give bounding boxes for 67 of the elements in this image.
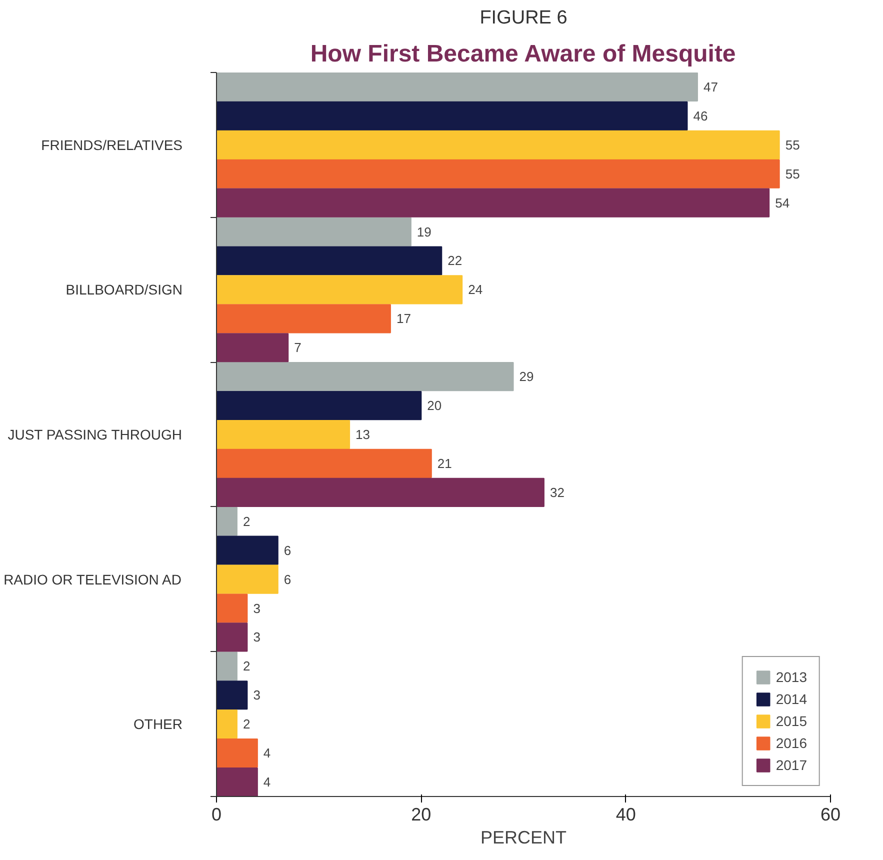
x-axis-title: PERCENT [480,828,567,848]
x-tick-label: 40 [616,804,636,824]
data-label: 3 [253,630,260,645]
data-label: 4 [263,774,271,790]
bar [216,246,442,276]
bar [216,738,258,768]
bar [216,767,258,796]
bar [216,333,289,362]
bar [216,101,688,130]
legend-label: 2014 [776,691,807,707]
data-label: 54 [775,195,790,210]
x-tick-label: 20 [411,804,432,824]
bar [216,478,544,507]
data-label: 7 [294,340,302,356]
data-label: 2 [242,514,250,529]
data-label: 29 [519,369,534,384]
bar [216,594,248,623]
legend-label: 2013 [776,669,807,685]
bar [216,159,780,188]
bar [216,362,514,392]
y-tick-label: OTHER [134,716,182,732]
data-label: 4 [263,746,271,761]
data-label: 2 [242,716,250,732]
bar [216,622,248,652]
data-label: 17 [396,311,411,326]
y-tick-label: FRIENDS/RELATIVES [41,136,182,153]
bar [216,564,278,594]
bar [216,188,770,218]
data-label: 46 [693,108,708,124]
bar [216,72,698,102]
legend-label: 2015 [776,713,807,729]
bar [216,390,422,420]
x-tick-label: 60 [820,804,841,824]
data-label: 13 [356,427,370,442]
data-label: 2 [242,658,250,674]
chart-title: How First Became Aware of Mesquite [310,40,736,68]
bar [216,275,463,304]
data-label: 20 [427,398,442,414]
bar [216,506,238,536]
x-tick-label: 0 [211,804,222,824]
y-tick-label: RADIO OR TELEVISION AD [4,571,182,588]
bar [216,652,238,681]
legend-label: 2016 [776,735,807,751]
bar [216,304,391,334]
caption: FIGURE 6 [480,8,568,28]
data-label: 47 [703,79,718,94]
bar [216,130,780,160]
y-tick-label: JUST PASSING THROUGH [8,426,182,442]
data-label: 22 [448,253,462,268]
data-label: 3 [253,600,260,616]
data-label: 21 [437,456,452,471]
bar [216,217,412,246]
legend-label: 2017 [776,757,807,773]
y-tick-label: BILLBOARD/SIGN [66,282,182,298]
data-label: 19 [416,224,432,240]
data-label: 55 [785,166,800,182]
data-label: 55 [785,137,800,152]
data-label: 24 [468,282,483,298]
data-label: 3 [253,688,260,703]
bar [216,710,238,739]
bar [216,536,278,565]
bar [216,680,248,710]
data-label: 6 [284,542,292,558]
bar [216,448,432,478]
data-label: 6 [284,572,292,587]
bar [216,420,350,450]
data-label: 32 [550,484,564,500]
